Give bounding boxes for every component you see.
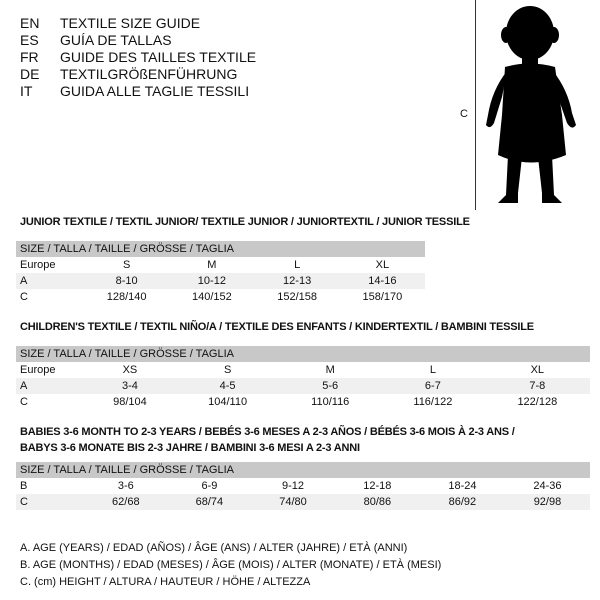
lang-row: EN TEXTILE SIZE GUIDE — [20, 15, 201, 31]
note: C. (cm) HEIGHT / ALTURA / HAUTEUR / HÖHE… — [20, 576, 311, 588]
language-titles: EN TEXTILE SIZE GUIDE ES GUÍA DE TALLAS FR… — [20, 15, 256, 100]
note: A. AGE (YEARS) / EDAD (AÑOS) / ÂGE (ANS)… — [20, 542, 408, 554]
lang-row: IT GUIDA ALLE TAGLIE TESSILI — [20, 83, 250, 99]
babies-size-table: SIZE / TALLA / TAILLE / GRÖSSE / TAGLIA … — [16, 462, 590, 510]
lang-row: ES GUÍA DE TALLAS — [20, 32, 172, 48]
baby-silhouette-icon — [486, 6, 576, 203]
section-title: JUNIOR TEXTILE / TEXTIL JUNIOR/ TEXTILE … — [20, 216, 470, 228]
table-header: SIZE / TALLA / TAILLE / GRÖSSE / TAGLIA — [16, 462, 590, 478]
junior-size-table: SIZE / TALLA / TAILLE / GRÖSSE / TAGLIA … — [16, 241, 425, 305]
legend-notes: A. AGE (YEARS) / EDAD (AÑOS) / ÂGE (ANS)… — [20, 540, 441, 591]
children-size-table: SIZE / TALLA / TAILLE / GRÖSSE / TAGLIA … — [16, 346, 590, 410]
table-header: SIZE / TALLA / TAILLE / GRÖSSE / TAGLIA — [16, 241, 425, 257]
section-title-line2: BABYS 3-6 MONATE BIS 2-3 JAHRE / BAMBINI… — [20, 442, 360, 454]
height-line — [475, 0, 476, 210]
section-title: CHILDREN'S TEXTILE / TEXTIL NIÑO/A / TEX… — [20, 321, 534, 333]
table-header: SIZE / TALLA / TAILLE / GRÖSSE / TAGLIA — [16, 346, 590, 362]
section-title: BABIES 3-6 MONTH TO 2-3 YEARS / BEBÉS 3-… — [20, 426, 515, 438]
lang-row: DE TEXTILGRÖßENFÜHRUNG — [20, 66, 238, 82]
lang-row: FR GUIDE DES TAILLES TEXTILE — [20, 49, 257, 65]
note: B. AGE (MONTHS) / EDAD (MESES) / ÂGE (MO… — [20, 559, 442, 571]
height-label: C — [460, 108, 468, 120]
